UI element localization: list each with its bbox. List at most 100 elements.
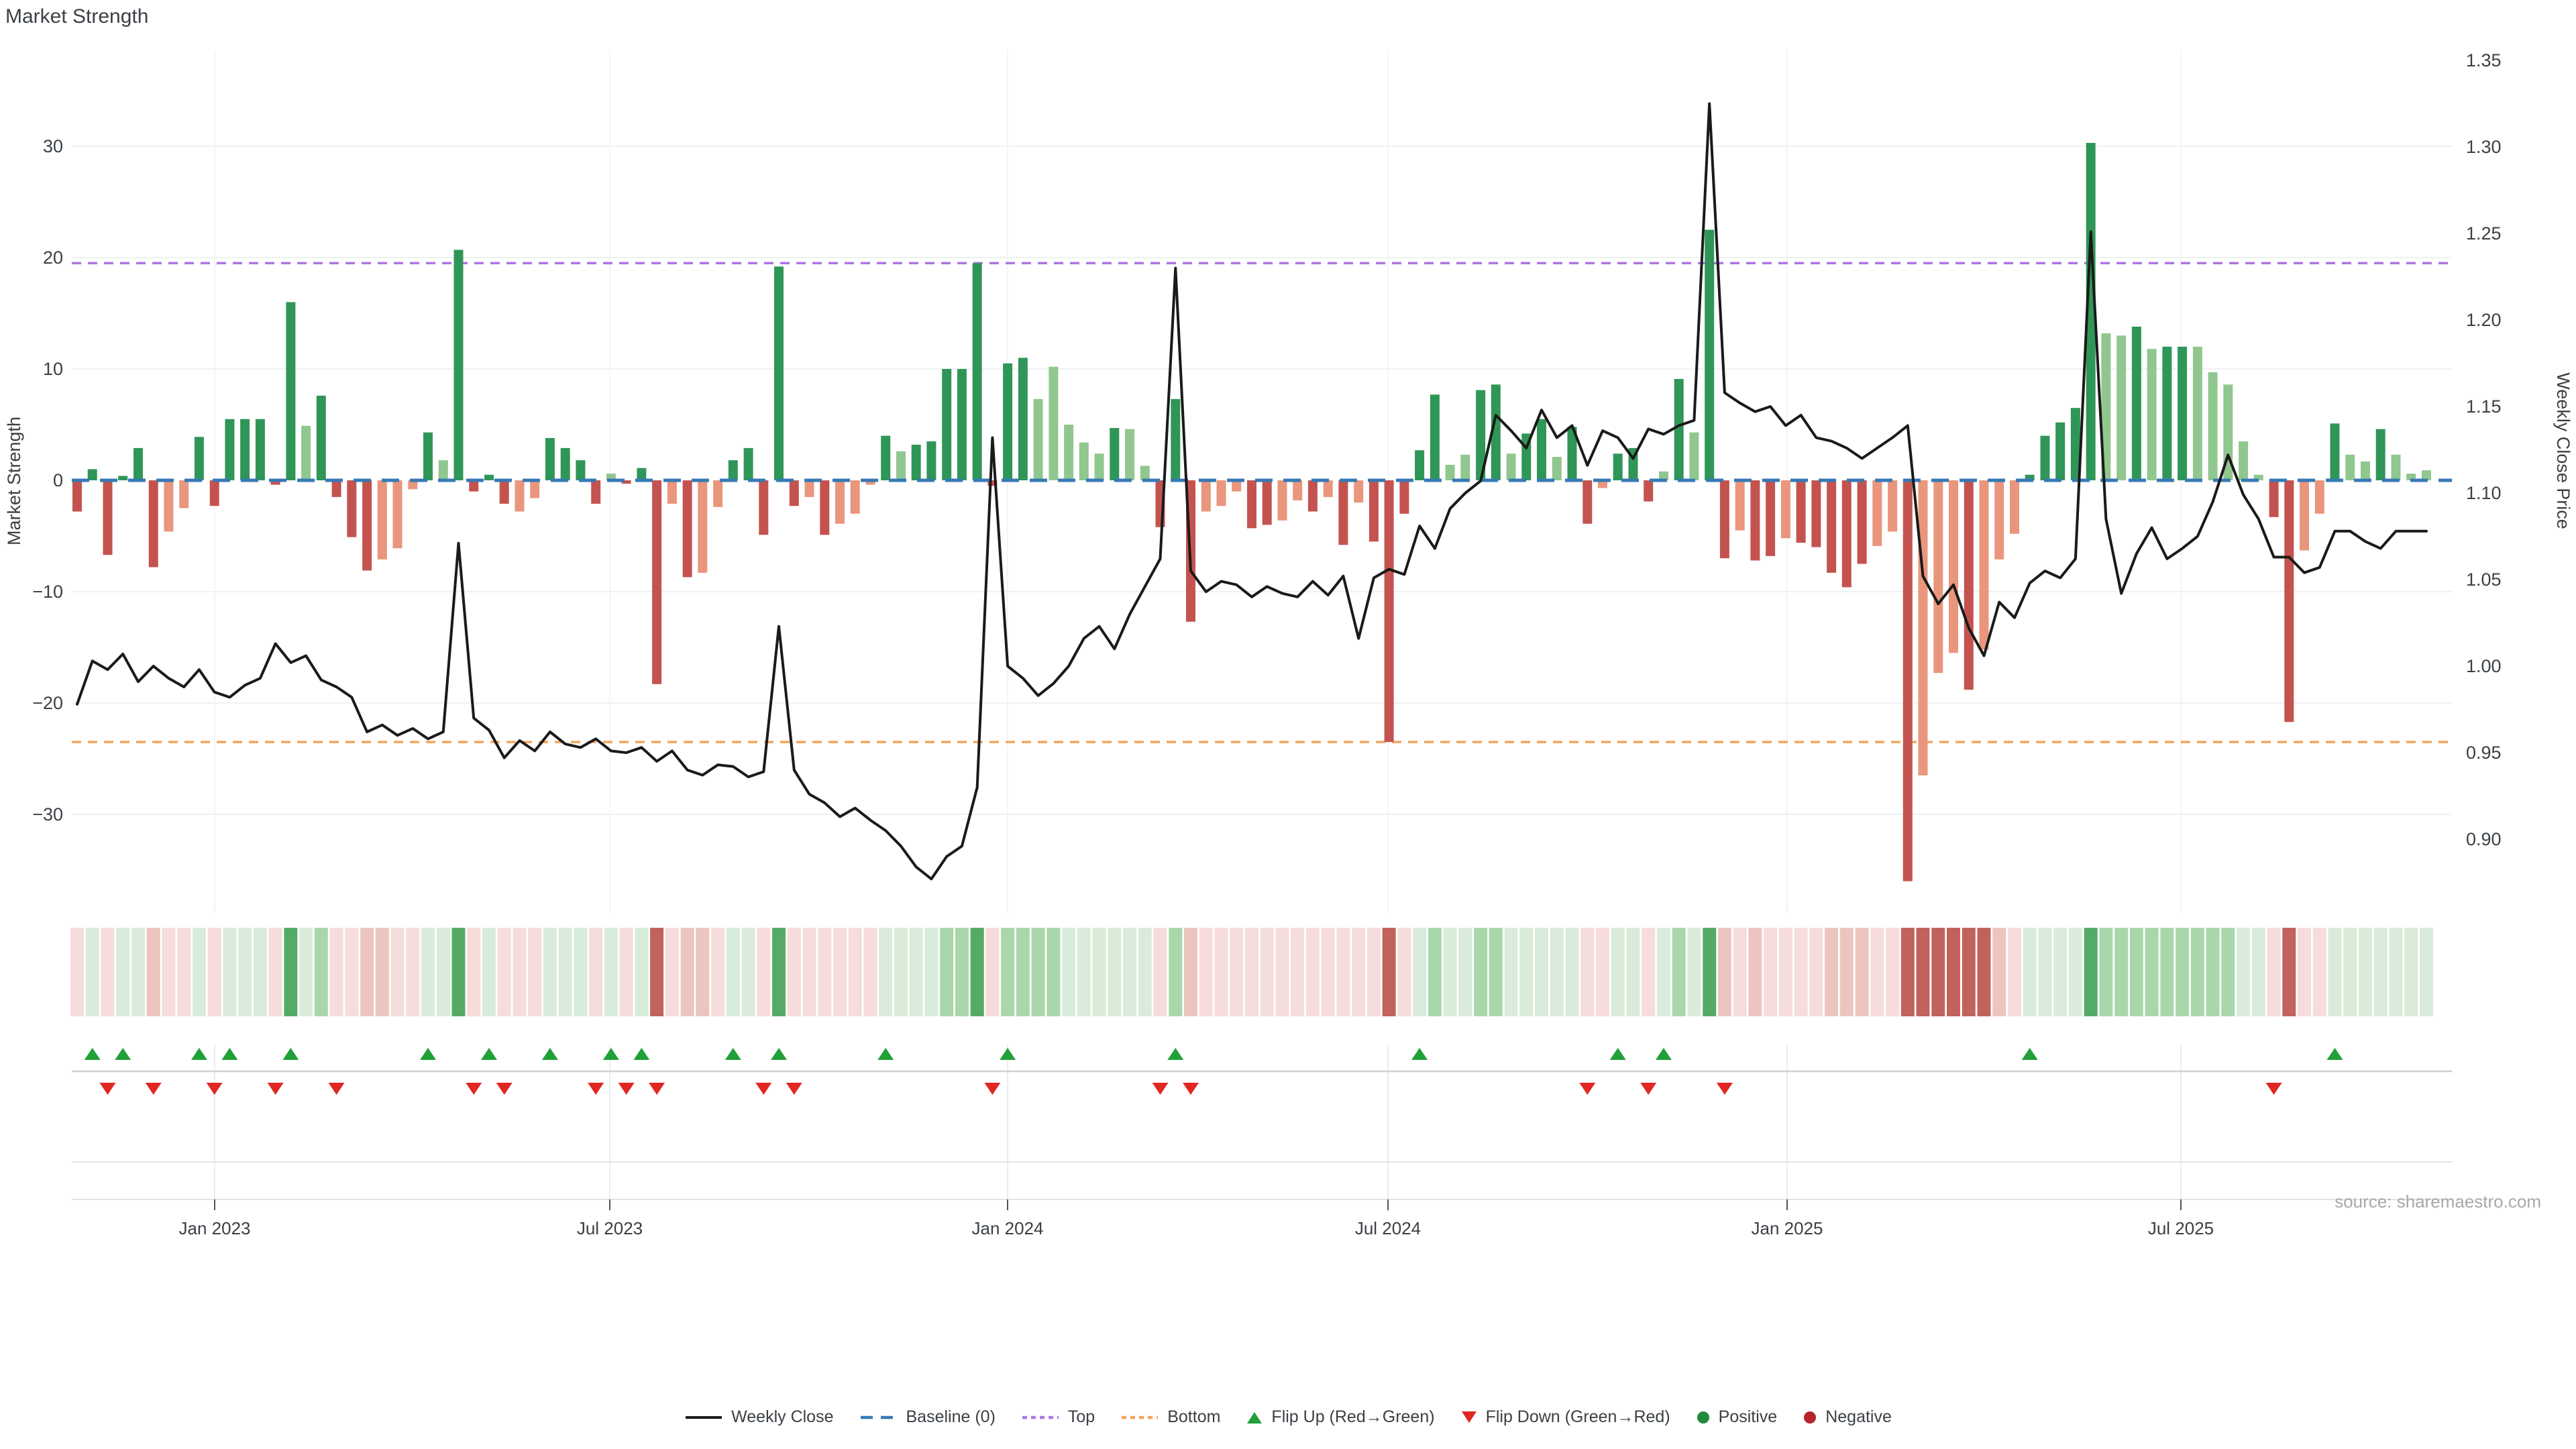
heatmap-cell bbox=[1458, 928, 1472, 1016]
strength-bar bbox=[2375, 429, 2385, 480]
flip-down-marker bbox=[99, 1083, 116, 1095]
strength-bar bbox=[164, 480, 174, 532]
legend-top[interactable]: Top bbox=[1021, 1407, 1095, 1427]
heatmap-cell bbox=[787, 928, 801, 1016]
legend-positive[interactable]: Positive bbox=[1696, 1407, 1777, 1427]
strength-bar bbox=[148, 480, 158, 568]
heatmap-cell bbox=[1199, 928, 1213, 1016]
legend-flip-up[interactable]: Flip Up (Red→Green) bbox=[1246, 1407, 1435, 1427]
strength-bar bbox=[1766, 480, 1776, 556]
strength-bar bbox=[362, 480, 372, 571]
heatmap-cell bbox=[1519, 928, 1534, 1016]
heatmap-cell bbox=[619, 928, 633, 1016]
flip-down-marker bbox=[328, 1083, 345, 1095]
heatmap-cell bbox=[314, 928, 328, 1016]
flip-down-marker bbox=[618, 1083, 635, 1095]
heatmap-cell bbox=[1778, 928, 1792, 1016]
heatmap-cell bbox=[1260, 928, 1274, 1016]
strength-bar bbox=[2284, 480, 2294, 722]
heatmap-cell bbox=[2176, 928, 2190, 1016]
heatmap-cell bbox=[848, 928, 862, 1016]
heatmap-cell bbox=[1291, 928, 1305, 1016]
strength-bar bbox=[942, 369, 952, 480]
flip-down-marker bbox=[649, 1083, 665, 1095]
heatmap-cell bbox=[1886, 928, 1900, 1016]
strength-bar bbox=[621, 480, 631, 484]
strength-bar bbox=[835, 480, 845, 524]
strength-bar bbox=[1506, 453, 1516, 480]
heatmap-cell bbox=[1855, 928, 1869, 1016]
heatmap-cell bbox=[1382, 928, 1396, 1016]
x-tick-label: Jul 2025 bbox=[2148, 1218, 2214, 1238]
strength-bar bbox=[1476, 390, 1486, 480]
heatmap-cell bbox=[162, 928, 176, 1016]
heatmap-cell bbox=[329, 928, 343, 1016]
strength-bar bbox=[1354, 480, 1364, 503]
x-tick-label: Jul 2023 bbox=[577, 1218, 643, 1238]
flip-down-marker bbox=[267, 1083, 284, 1095]
heatmap-cell bbox=[513, 928, 527, 1016]
strength-bar bbox=[392, 480, 402, 549]
heatmap-cell bbox=[1962, 928, 1976, 1016]
strength-bar bbox=[1644, 480, 1654, 502]
heatmap-cell bbox=[238, 928, 252, 1016]
strength-bar bbox=[255, 419, 265, 480]
heatmap-cell bbox=[711, 928, 725, 1016]
heatmap-cell bbox=[360, 928, 374, 1016]
legend-dotted-swatch bbox=[1022, 1415, 1059, 1419]
heatmap-cell bbox=[970, 928, 984, 1016]
heatmap-cell bbox=[1138, 928, 1152, 1016]
heatmap-cell bbox=[1016, 928, 1030, 1016]
flip-up-marker bbox=[420, 1048, 437, 1060]
heatmap-cell bbox=[696, 928, 710, 1016]
flip-up-marker bbox=[2021, 1048, 2038, 1060]
heatmap-cell bbox=[2237, 928, 2251, 1016]
heatmap-cell bbox=[1245, 928, 1258, 1016]
heatmap-cell bbox=[1489, 928, 1503, 1016]
legend-baseline[interactable]: Baseline (0) bbox=[859, 1407, 996, 1427]
strength-bar bbox=[576, 460, 586, 480]
heatmap-cell bbox=[1565, 928, 1579, 1016]
heatmap-cell bbox=[497, 928, 511, 1016]
heatmap-cell bbox=[1626, 928, 1640, 1016]
legend-bottom[interactable]: Bottom bbox=[1120, 1407, 1220, 1427]
strength-bar bbox=[1857, 480, 1867, 564]
strength-bar bbox=[667, 480, 677, 504]
legend-negative[interactable]: Negative bbox=[1803, 1407, 1892, 1427]
strength-bar bbox=[499, 480, 509, 504]
left-axis-tick: −30 bbox=[32, 804, 63, 824]
heatmap-cell bbox=[2298, 928, 2311, 1016]
strength-bar bbox=[1811, 480, 1821, 547]
heatmap-cell bbox=[2267, 928, 2281, 1016]
strength-bar bbox=[2040, 435, 2050, 480]
heatmap-cell bbox=[1153, 928, 1167, 1016]
flip-down-marker bbox=[206, 1083, 223, 1095]
heatmap-cell bbox=[2420, 928, 2433, 1016]
x-tick-label: Jan 2025 bbox=[1752, 1218, 1823, 1238]
heatmap-cell bbox=[1977, 928, 1991, 1016]
flip-down-marker bbox=[984, 1083, 1001, 1095]
strength-bar bbox=[1140, 466, 1150, 480]
heatmap-cell bbox=[2160, 928, 2174, 1016]
strength-bar bbox=[606, 474, 616, 480]
strength-bar bbox=[1415, 450, 1425, 480]
strength-bar bbox=[1598, 480, 1607, 488]
strength-bar bbox=[804, 480, 814, 497]
legend-line-swatch bbox=[686, 1415, 722, 1419]
strength-bar bbox=[103, 480, 113, 555]
heatmap-cell bbox=[1366, 928, 1381, 1016]
heatmap-cell bbox=[924, 928, 938, 1016]
heatmap-cell bbox=[1717, 928, 1731, 1016]
strength-bar bbox=[209, 480, 219, 506]
heatmap-cell bbox=[101, 928, 115, 1016]
strength-bar bbox=[1796, 480, 1806, 543]
strength-bar bbox=[1110, 428, 1120, 480]
strength-bar bbox=[2330, 423, 2340, 480]
heatmap-cell bbox=[436, 928, 450, 1016]
strength-bar bbox=[1780, 480, 1790, 539]
legend-flip-down[interactable]: Flip Down (Green→Red) bbox=[1460, 1407, 1670, 1427]
legend-label: Weekly Close bbox=[731, 1407, 834, 1426]
legend-weekly-close[interactable]: Weekly Close bbox=[684, 1407, 834, 1427]
strength-bar bbox=[1094, 453, 1104, 480]
